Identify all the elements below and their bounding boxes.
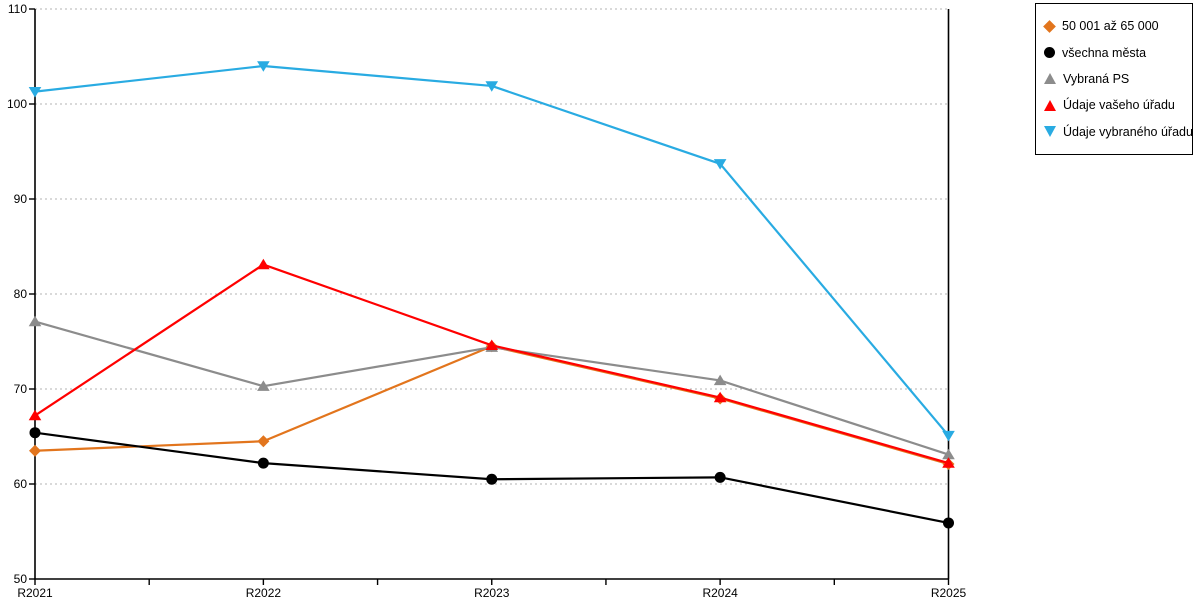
legend-item-size-band: 50 001 až 65 000 [1043,19,1188,34]
data-point [713,159,727,170]
data-point [485,339,499,350]
data-point [257,258,270,270]
legend-item-selected-ps: Vybraná PS [1044,72,1188,86]
series-daje-vybran-ho-adu [28,61,955,442]
circle-icon [1044,47,1055,59]
legend-label: Údaje vašeho úřadu [1063,98,1175,113]
data-point [29,444,41,457]
x-tick-label: R2024 [702,586,738,600]
y-tick-label: 90 [14,192,28,206]
data-point [28,315,42,327]
data-point [257,435,270,448]
data-point [257,61,270,72]
legend-label: všechna města [1062,45,1147,60]
y-tick-label: 50 [14,572,28,586]
y-tick-label: 80 [14,287,28,301]
triangle-up-icon [1044,73,1056,85]
x-tick-label: R2023 [474,586,510,600]
data-point [942,457,955,468]
legend-item-all-cities: všechna města [1044,46,1188,60]
data-point [713,391,727,403]
x-tick-label: R2022 [246,586,282,600]
y-tick-label: 60 [14,477,28,491]
legend-item-your-office: Údaje vašeho úřadu [1044,98,1188,112]
gridlines [35,8,949,485]
legend-item-selected-office: Údaje vybraného úřadu [1044,125,1193,139]
y-tick-label: 70 [14,382,28,396]
legend-label: Vybraná PS [1063,71,1130,86]
series-vybran-ps [28,315,955,460]
data-point [28,409,42,421]
y-tick-label: 110 [8,2,27,16]
x-axis-ticks: R2021 R2022 R2023 R2024 R2025 [17,579,967,600]
x-tick-label: R2025 [931,586,967,600]
y-axis-ticks: 50 60 70 80 90 100 110 [7,2,35,586]
legend: 50 001 až 65 000 všechna města Vybraná P… [1035,3,1193,155]
y-tick-label: 100 [7,97,27,111]
x-tick-label: R2021 [17,586,53,600]
triangle-down-icon [1044,126,1056,138]
legend-label: Údaje vybraného úřadu [1063,124,1193,139]
series-daje-va-eho-adu [28,258,955,468]
data-point [485,81,499,92]
data-point [28,86,42,98]
diamond-icon [1043,19,1056,33]
data-point [257,457,269,469]
series-v-echna-m-sta [29,427,954,529]
data-point [713,374,727,386]
data-point [942,430,955,442]
data-point [943,517,954,529]
data-point [714,471,726,483]
data-point [486,473,498,485]
data-point [29,427,41,439]
data-point [942,448,955,460]
triangle-up-icon [1044,99,1056,111]
legend-label: 50 001 až 65 000 [1062,19,1159,34]
data-point [257,380,270,391]
